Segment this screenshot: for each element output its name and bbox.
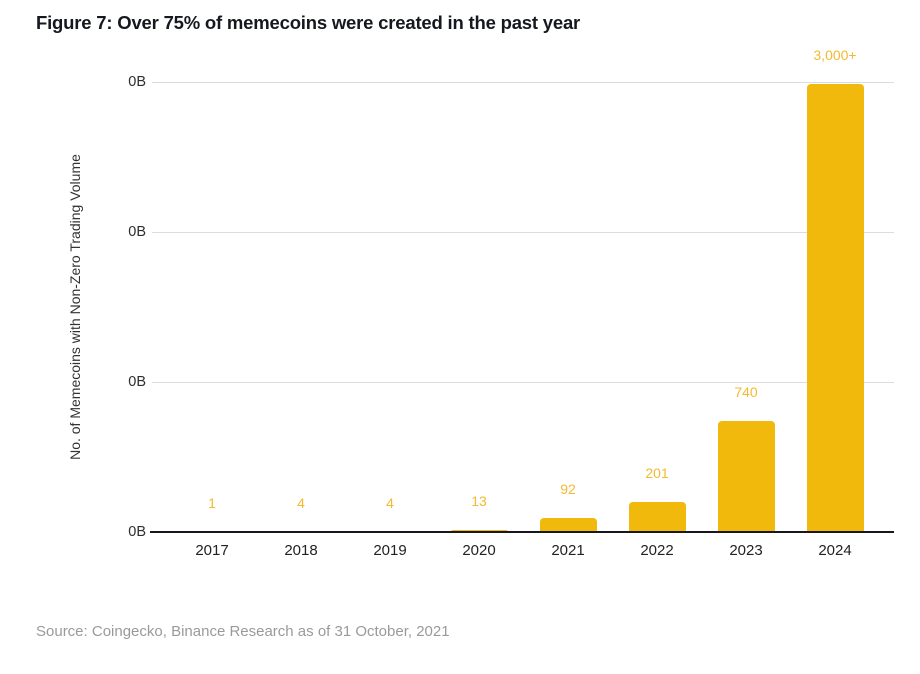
- bar-2021: [539, 518, 597, 532]
- bar-value-label: 1: [208, 495, 216, 511]
- x-tick-label: 2021: [551, 542, 585, 559]
- bar-value-label: 3,000+: [813, 47, 857, 63]
- bar-value-label: 201: [645, 465, 669, 481]
- gridline: [152, 82, 894, 83]
- bar-value-label: 4: [386, 495, 394, 511]
- y-tick-label: 0B: [128, 74, 146, 90]
- bar-value-label: 4: [297, 495, 305, 511]
- y-tick-label: 0B: [128, 524, 146, 540]
- bar-2024: [806, 84, 864, 532]
- bar-2022: [628, 502, 686, 532]
- x-tick-label: 2023: [729, 542, 763, 559]
- x-tick-label: 2019: [373, 542, 407, 559]
- x-tick-label: 2020: [462, 542, 496, 559]
- figure-title: Figure 7: Over 75% of memecoins were cre…: [36, 12, 581, 33]
- x-axis-line: [150, 531, 894, 533]
- bar-value-label: 13: [471, 493, 487, 509]
- x-tick-label: 2018: [284, 542, 318, 559]
- gridline: [152, 382, 894, 383]
- source-note: Source: Coingecko, Binance Research as o…: [36, 623, 450, 640]
- bar-value-label: 92: [560, 481, 576, 497]
- y-tick-label: 0B: [128, 224, 146, 240]
- x-tick-label: 2022: [640, 542, 674, 559]
- y-axis-title: No. of Memecoins with Non-Zero Trading V…: [67, 154, 83, 460]
- bar-value-label: 740: [734, 384, 758, 400]
- gridline: [152, 232, 894, 233]
- x-tick-label: 2024: [818, 542, 852, 559]
- bar-2023: [717, 421, 775, 532]
- y-tick-label: 0B: [128, 374, 146, 390]
- x-tick-label: 2017: [195, 542, 229, 559]
